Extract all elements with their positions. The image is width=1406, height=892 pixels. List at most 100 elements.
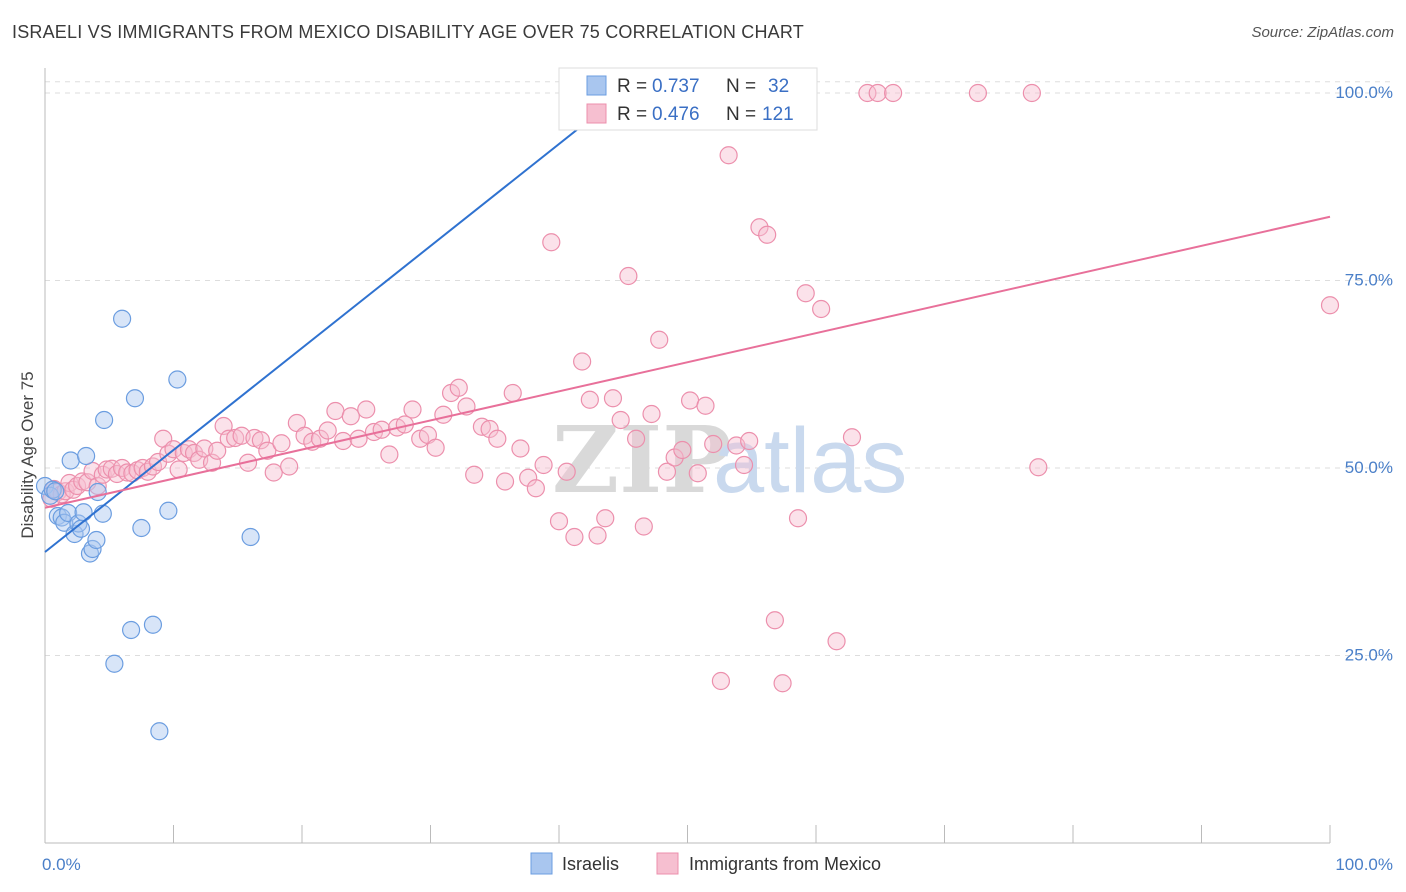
y-tick-labels: 25.0% 50.0% 75.0% 100.0%: [1335, 83, 1393, 665]
mexico-point: [526, 479, 545, 498]
mexico-point: [503, 383, 522, 403]
mexico-point: [858, 83, 877, 103]
mexico-point: [588, 526, 607, 545]
mexico-point: [208, 441, 227, 460]
mexico-point: [565, 527, 584, 547]
mexico-point: [719, 146, 738, 165]
mexico-point: [542, 233, 561, 252]
israelis-point: [125, 389, 145, 408]
mexico-point: [750, 218, 769, 237]
watermark: ZIP atlas: [552, 406, 907, 514]
trend-lines: [44, 92, 1331, 553]
mexico-point: [603, 389, 623, 408]
mexico-point: [495, 472, 515, 491]
mexico-point: [704, 434, 723, 454]
legend-r-value-israelis: 0.737: [652, 76, 700, 97]
mexico-point: [251, 431, 270, 450]
y-tick-label: 50.0%: [1345, 458, 1393, 477]
mexico-point: [403, 400, 422, 419]
mexico-point: [434, 405, 453, 424]
watermark-zip: ZIP: [552, 406, 731, 514]
israelis-point: [159, 501, 178, 520]
israelis-point: [87, 530, 106, 550]
y-tick-label: 25.0%: [1345, 646, 1393, 665]
mexico-point: [740, 431, 759, 451]
israelis-point: [74, 503, 93, 522]
israelis-point: [55, 513, 74, 532]
mexico-point: [696, 396, 715, 415]
legend-r-value-mexico: 0.476: [652, 104, 700, 125]
israelis-point: [105, 654, 124, 673]
legend-n-value-mexico: 121: [762, 104, 794, 125]
mexico-point: [465, 465, 484, 484]
correlation-legend: R = 0.737 N = 32 R = 0.476 N = 121: [558, 67, 818, 131]
mexico-point: [202, 453, 222, 472]
mexico-point: [812, 299, 831, 319]
y-axis-title: Disability Age Over 75: [18, 371, 37, 538]
mexico-point: [1320, 296, 1340, 315]
mexico-point: [842, 428, 862, 447]
axes: [44, 68, 1331, 844]
israelis-point: [77, 446, 96, 466]
israelis-point: [83, 539, 102, 559]
mexico-point: [758, 225, 777, 244]
mexico-point: [280, 457, 299, 476]
mexico-point: [272, 434, 291, 453]
legend-swatch-israelis: [586, 75, 607, 96]
mexico-point: [511, 439, 530, 458]
legend-label-israelis: Israelis: [562, 854, 619, 874]
israelis-point: [150, 722, 169, 741]
legend-swatch-mexico-bottom: [656, 852, 679, 875]
mexico-point: [264, 463, 283, 482]
series-legend: Israelis Immigrants from Mexico: [530, 852, 881, 875]
y-tick-label: 75.0%: [1345, 271, 1393, 290]
grid-lines: [45, 81, 1392, 656]
trend-line-israelis: [44, 92, 624, 553]
mexico-point: [357, 400, 376, 419]
israelis-point: [112, 309, 132, 328]
legend-r-label-mexico: R =: [617, 104, 647, 125]
legend-swatch-mexico: [586, 103, 607, 124]
legend-n-label-israelis: N =: [726, 76, 756, 97]
israelis-point: [46, 482, 65, 501]
mexico-point: [626, 429, 646, 448]
mexico-point: [97, 460, 116, 479]
x-tick-label-start: 0.0%: [42, 855, 81, 874]
mexico-point: [557, 462, 576, 481]
mexico-point: [688, 464, 707, 483]
mexico-point: [380, 445, 399, 464]
trend-line-mexico: [44, 215, 1331, 509]
israelis-point: [168, 370, 187, 389]
mexico-point: [657, 462, 677, 481]
mexico-point: [711, 671, 731, 691]
legend-r-label-israelis: R =: [617, 76, 647, 97]
mexico-point: [318, 421, 337, 440]
mexico-point: [665, 448, 684, 467]
mexico-point: [788, 509, 808, 528]
israelis-point: [95, 410, 114, 430]
israelis-point: [121, 620, 141, 640]
series-mexico-points: [42, 83, 1340, 693]
mexico-point: [426, 438, 445, 457]
israelis-point: [241, 527, 260, 547]
legend-label-mexico: Immigrants from Mexico: [689, 854, 881, 874]
x-tick-labels: 0.0% 100.0%: [42, 855, 1393, 874]
mexico-point: [488, 429, 507, 448]
mexico-point: [680, 391, 700, 410]
mexico-point: [765, 611, 784, 630]
mexico-point: [968, 83, 988, 103]
mexico-point: [827, 632, 846, 651]
legend-n-label-mexico: N =: [726, 104, 756, 125]
x-tick-label-end: 100.0%: [1335, 855, 1393, 874]
israelis-point: [132, 518, 151, 538]
mexico-point: [796, 284, 815, 303]
chart-title: ISRAELI VS IMMIGRANTS FROM MEXICO DISABI…: [12, 22, 804, 42]
source-label: Source: ZipAtlas.com: [1251, 24, 1394, 41]
mexico-point: [883, 83, 903, 103]
mexico-point: [650, 330, 669, 349]
israelis-point: [143, 615, 163, 634]
mexico-point: [549, 512, 569, 531]
mexico-point: [619, 266, 638, 286]
mexico-point: [88, 476, 107, 496]
